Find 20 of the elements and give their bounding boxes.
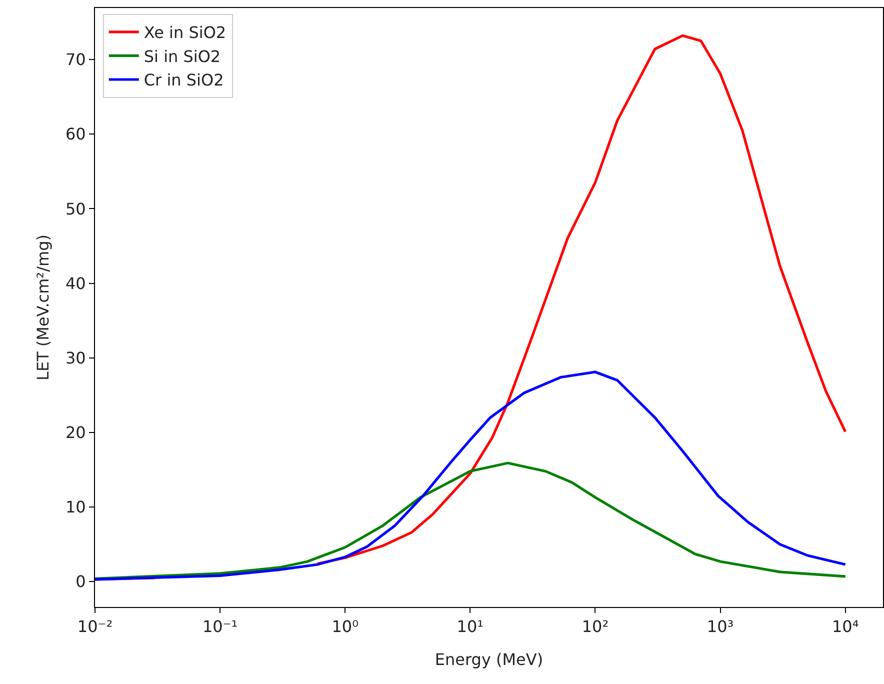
x-tick-label: 10³: [706, 617, 734, 636]
x-axis-title: Energy (MeV): [434, 650, 544, 669]
x-tick-label: 10⁻¹: [202, 617, 238, 636]
y-tick-label: 0: [76, 572, 86, 592]
x-tick-label: 10⁰: [332, 617, 359, 636]
x-tick-label: 10⁻²: [77, 617, 113, 636]
y-tick-label: 60: [65, 124, 86, 144]
y-axis-title: LET (MeV.cm²/mg): [33, 234, 52, 380]
y-tick-label: 30: [65, 348, 86, 368]
x-tick-label: 10²: [582, 617, 609, 636]
y-tick-label: 20: [65, 423, 86, 442]
y-tick-label: 70: [65, 50, 86, 70]
legend-label: Si in SiO2: [144, 46, 221, 66]
y-tick-label: 50: [65, 199, 86, 218]
legend-label: Cr in SiO2: [144, 70, 224, 90]
y-tick-label: 10: [65, 498, 86, 517]
y-tick-label: 40: [65, 274, 86, 293]
legend-label: Xe in SiO2: [144, 23, 226, 42]
x-tick-label: 10¹: [456, 617, 484, 636]
x-tick-label: 10⁴: [832, 617, 859, 636]
